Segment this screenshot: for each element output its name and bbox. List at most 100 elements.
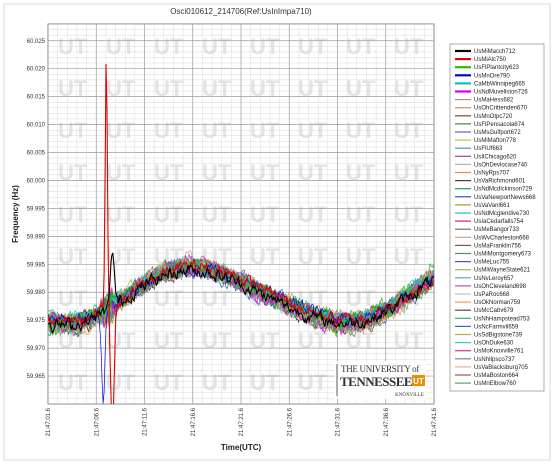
- watermark-ut: UT: [58, 370, 88, 395]
- y-tick-label: 60.000: [27, 178, 46, 184]
- watermark-ut: UT: [58, 202, 88, 227]
- watermark-ut: UT: [202, 328, 232, 353]
- legend-entry: UsFlPlantcity623: [474, 65, 520, 71]
- watermark-ut: UT: [394, 202, 424, 227]
- watermark-ut: UT: [106, 202, 136, 227]
- y-axis-label: Frequency (Hz): [11, 185, 20, 243]
- watermark-ut: UT: [346, 244, 376, 269]
- legend-entry: UsMsGulfport672: [474, 130, 521, 136]
- x-tick-label: 21:47:41.6: [432, 407, 438, 436]
- legend-entry: UsMaFranklin756: [474, 243, 522, 249]
- series-line-UsNdMuvellston726: [48, 261, 434, 336]
- watermark-ut: UT: [298, 118, 328, 143]
- legend-entry: UsNhIlpsco737: [474, 357, 515, 363]
- x-tick-label: 21:47:21.6: [239, 407, 245, 436]
- watermark-ut: UT: [154, 370, 184, 395]
- legend-entry: UsMnOtpc720: [474, 114, 513, 120]
- y-tick-label: 60.010: [27, 123, 46, 129]
- legend-entry: UsNhHampstead753: [474, 316, 530, 322]
- watermark-ut: UT: [58, 160, 88, 185]
- watermark-ut: UT: [202, 286, 232, 311]
- y-tick-label: 59.995: [27, 206, 46, 212]
- watermark-ut: UT: [154, 160, 184, 185]
- watermark-ut: UT: [346, 118, 376, 143]
- x-tick-label: 21:47:01.6: [46, 407, 52, 436]
- series-line-UsMiMacch712: [48, 252, 434, 334]
- legend-entry: UsVaRichmond601: [474, 179, 526, 185]
- watermark-ut: UT: [250, 118, 280, 143]
- x-tick-label: 21:47:11.6: [143, 407, 149, 436]
- watermark-ut: UT: [394, 118, 424, 143]
- legend-entry: UsFlPensacola674: [474, 122, 525, 128]
- x-tick-label: 21:47:31.6: [336, 407, 342, 436]
- legend-entry: UsVaNewportNews668: [474, 195, 536, 201]
- legend-entry: UsWvCharleston668: [474, 235, 530, 241]
- logo-badge: [412, 375, 425, 386]
- watermark-ut: UT: [394, 244, 424, 269]
- logo-line1: THE UNIVERSITY of: [341, 364, 419, 374]
- logo-badge-text: UT: [413, 377, 424, 386]
- legend-entry: UsNcFarmvil659: [474, 324, 519, 330]
- legend-entry: UsMcCabv679: [474, 308, 514, 314]
- watermark-ut: UT: [202, 370, 232, 395]
- legend-entry: UsMiMontgomery673: [474, 252, 532, 258]
- y-axis-ticks: 60.025 60.020 60.015 60.010 60.005 60.000 59.9…: [27, 39, 46, 380]
- watermark-ut: UT: [250, 160, 280, 185]
- y-tick-label: 59.985: [27, 262, 46, 268]
- watermark-ut: UT: [298, 370, 328, 395]
- watermark-ut: UT: [106, 118, 136, 143]
- legend-entry: UsMeBangor733: [474, 227, 520, 233]
- watermark-ut: UT: [154, 286, 184, 311]
- watermark-ut: UT: [106, 328, 136, 353]
- y-tick-label: 60.015: [27, 95, 46, 101]
- legend-entry: UsOhDuke630: [474, 341, 514, 347]
- y-tick-label: 59.970: [27, 346, 46, 352]
- y-tick-label: 59.975: [27, 318, 46, 324]
- legend-entry: CaMbWinnipeg665: [474, 81, 526, 87]
- legend-entry: UsFlUf663: [474, 146, 503, 152]
- legend-entry: UsVaBlacksburg705: [474, 365, 529, 371]
- watermark-ut: UT: [154, 202, 184, 227]
- legend-entry: UsMiMafton778: [474, 138, 517, 144]
- legend-entry: UsMaBoston664: [474, 373, 519, 379]
- university-logo: THE UNIVERSITY of TENNESSEE UT KNOXVILLE: [334, 361, 426, 399]
- watermark-ut: UT: [394, 328, 424, 353]
- watermark-ut: UT: [298, 160, 328, 185]
- legend-box: [449, 43, 545, 392]
- y-tick-label: 60.025: [27, 39, 46, 45]
- legend: UsMiMacch712 UsMiAlc750 UsFlPlantcity623 Us…: [455, 49, 536, 387]
- watermark-ut: UT: [298, 202, 328, 227]
- legend-entry: UsVaVanl661: [474, 203, 510, 209]
- watermark-ut: UT: [250, 244, 280, 269]
- legend-entry: UsNdMcglendive730: [474, 211, 530, 217]
- legend-entry: UsOhDevlocase740: [474, 162, 528, 168]
- legend-entry: UsMiAlc750: [474, 57, 507, 63]
- x-tick-label: 21:47:06.6: [94, 407, 100, 436]
- grid-lines: [48, 24, 434, 404]
- legend-entry: UsMaHess682: [474, 98, 514, 104]
- legend-entry: UsNdMuvellston726: [474, 90, 528, 96]
- legend-entry: UsIaCedarfalls754: [474, 219, 524, 225]
- watermark-ut: UT: [106, 160, 136, 185]
- watermark-ut: UT: [202, 160, 232, 185]
- watermark-ut: UT: [298, 244, 328, 269]
- legend-entry: UsNdMcdickinson729: [474, 187, 533, 193]
- legend-entry: UsMiWayneState621: [474, 268, 531, 274]
- x-axis-ticks: 21:47:01.6 21:47:06.6 21:47:11.6 21:47:16.6…: [46, 407, 438, 436]
- watermark-ut: UT: [58, 118, 88, 143]
- x-tick-label: 21:47:36.6: [384, 407, 390, 436]
- legend-entry: UsNyRps707: [474, 171, 510, 177]
- legend-entry: UsOkNorman759: [474, 300, 521, 306]
- y-tick-label: 59.965: [27, 374, 46, 380]
- watermark-ut: UT: [298, 328, 328, 353]
- watermark-ut: UT: [58, 244, 88, 269]
- series-lines: [48, 63, 434, 404]
- legend-entry: UsPaRoc668: [474, 292, 510, 298]
- y-tick-label: 60.005: [27, 151, 46, 157]
- legend-entry: UsMoKnoxville761: [474, 349, 524, 355]
- watermark-ut: UT: [346, 160, 376, 185]
- legend-entry: UsOhCleveland698: [474, 284, 527, 290]
- x-axis-label: Time(UTC): [221, 443, 262, 452]
- legend-entry: UsOhCrittenden670: [474, 106, 528, 112]
